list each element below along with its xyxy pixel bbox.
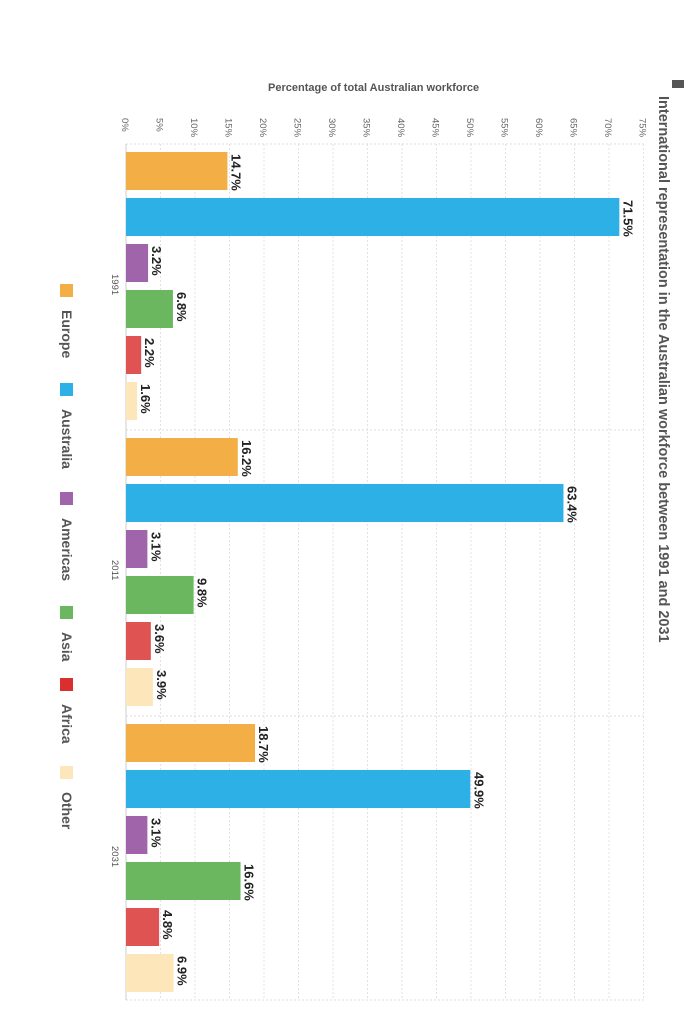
x-axis-title: Percentage of total Australian workforce	[268, 82, 480, 94]
x-tick-label: 35%	[361, 118, 372, 138]
legend-swatch	[60, 284, 73, 297]
x-tick-label: 20%	[257, 118, 268, 138]
bar-asia-2031	[126, 862, 241, 900]
category-label-2031: 2031	[109, 846, 120, 867]
legend-swatch	[60, 678, 73, 691]
category-label-1991: 1991	[109, 274, 120, 295]
x-tick-label: 5%	[154, 118, 165, 132]
data-label: 16.2%	[239, 440, 254, 477]
data-label: 9.8%	[195, 578, 210, 608]
bar-australia-2031	[126, 770, 471, 808]
bar-europe-1991	[126, 152, 228, 190]
x-tick-label: 75%	[637, 118, 648, 138]
x-tick-label: 50%	[464, 118, 475, 138]
x-tick-label: 0%	[119, 118, 130, 132]
x-tick-label: 45%	[430, 118, 441, 138]
bar-africa-2031	[126, 908, 160, 946]
x-tick-label: 40%	[395, 118, 406, 138]
legend-swatch	[60, 492, 73, 505]
bar-americas-1991	[126, 244, 149, 282]
x-tick-label: 10%	[188, 118, 199, 138]
bar-africa-2011	[126, 622, 151, 660]
bar-americas-2031	[126, 816, 148, 854]
bar-australia-2011	[126, 484, 564, 522]
bar-other-1991	[126, 382, 138, 420]
data-label: 2.2%	[142, 338, 157, 368]
legend-swatch	[60, 606, 73, 619]
data-label: 63.4%	[564, 486, 579, 523]
bar-asia-2011	[126, 576, 194, 614]
x-tick-label: 25%	[292, 118, 303, 138]
category-label-2011: 2011	[109, 560, 120, 580]
data-label: 1.6%	[138, 384, 153, 414]
bar-asia-1991	[126, 290, 173, 328]
bar-europe-2031	[126, 724, 256, 762]
bar-americas-2011	[126, 530, 148, 568]
bar-africa-1991	[126, 336, 142, 374]
x-tick-label: 60%	[533, 118, 544, 138]
x-tick-label: 55%	[499, 118, 510, 138]
bar-europe-2011	[126, 438, 238, 476]
data-label: 3.2%	[149, 246, 164, 276]
bar-australia-1991	[126, 198, 620, 236]
data-label: 3.1%	[148, 818, 163, 848]
bar-other-2031	[126, 954, 174, 992]
data-label: 3.9%	[154, 670, 169, 700]
data-label: 3.6%	[152, 624, 167, 654]
data-label: 6.8%	[174, 292, 189, 322]
x-tick-label: 70%	[602, 118, 613, 138]
x-tick-label: 65%	[568, 118, 579, 138]
data-label: 49.9%	[471, 772, 486, 809]
data-label: 4.8%	[160, 910, 175, 940]
legend-swatch	[60, 766, 73, 779]
data-label: 6.9%	[175, 956, 190, 986]
data-label: 3.1%	[148, 532, 163, 562]
data-label: 18.7%	[256, 726, 271, 763]
bar-other-2011	[126, 668, 153, 706]
data-label: 16.6%	[242, 864, 257, 901]
x-tick-label: 30%	[326, 118, 337, 138]
legend-swatch	[60, 383, 73, 396]
x-tick-label: 15%	[223, 118, 234, 138]
title-marker	[672, 80, 684, 88]
data-label: 14.7%	[228, 154, 243, 191]
data-label: 71.5%	[620, 200, 635, 237]
